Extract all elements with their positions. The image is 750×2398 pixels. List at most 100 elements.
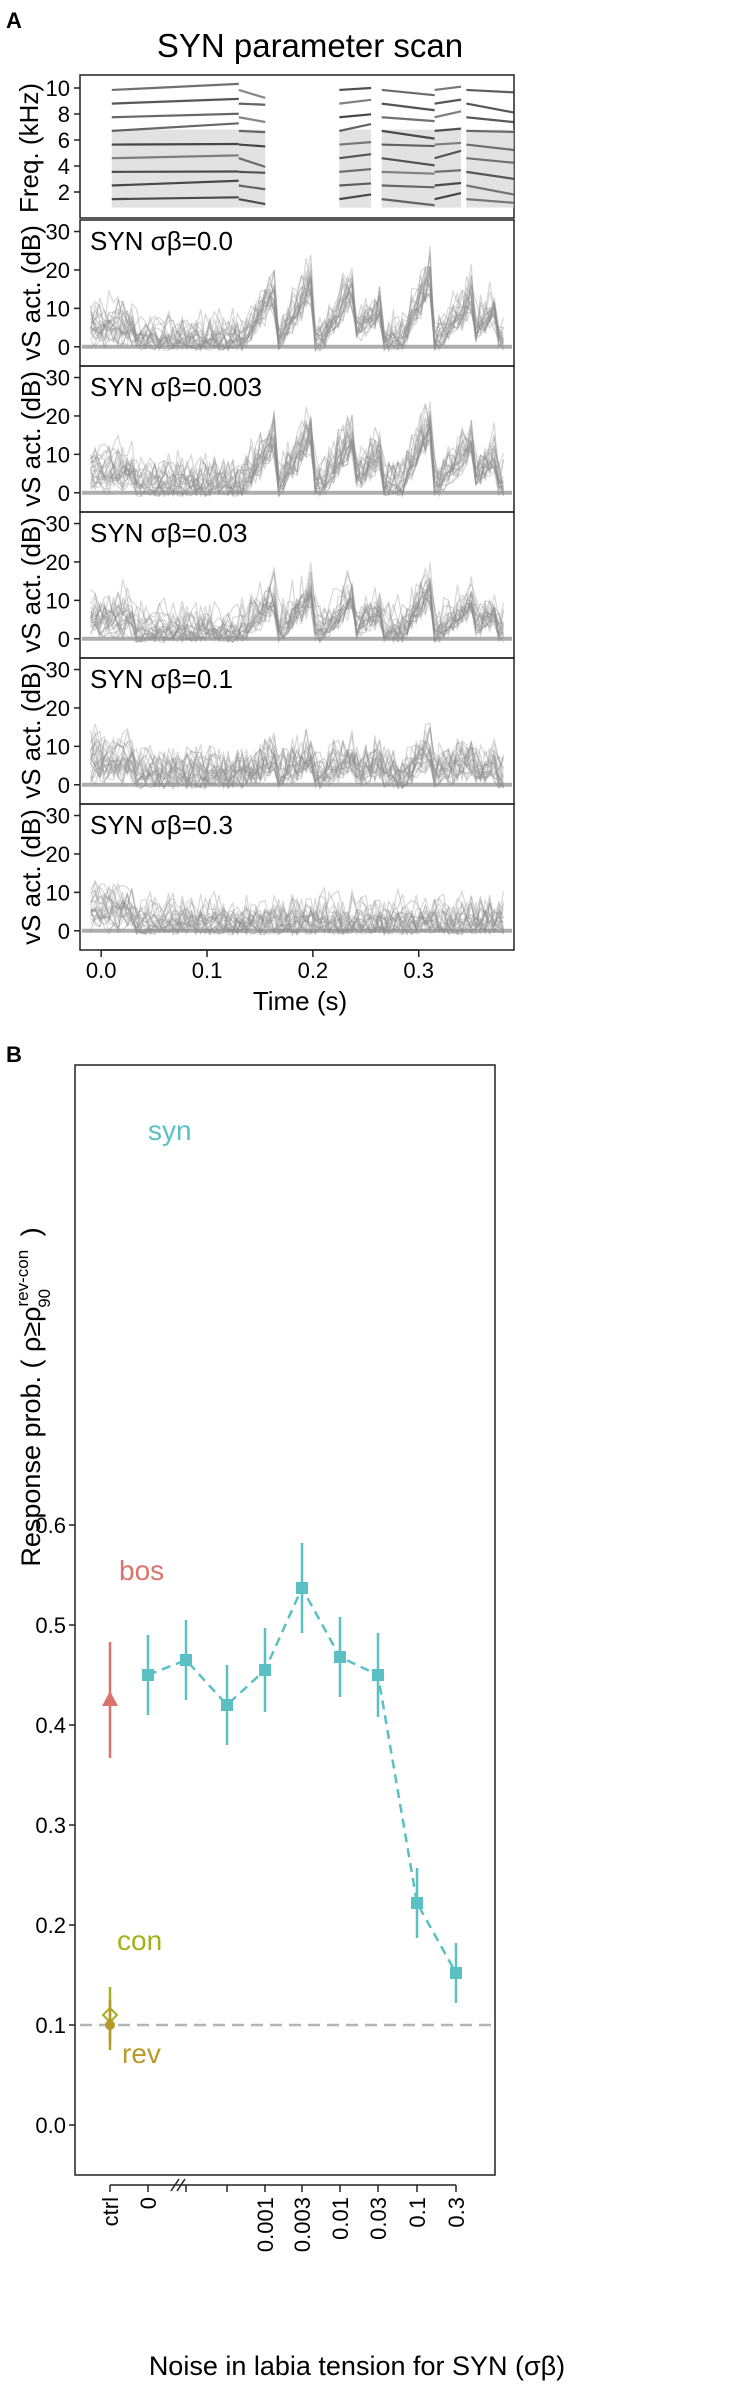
activity-trace	[90, 263, 504, 353]
syn-point	[142, 1669, 154, 1681]
harmonic-band	[434, 169, 462, 173]
time-tick-label: 0.1	[192, 958, 223, 983]
activity-trace	[90, 727, 504, 789]
b-xtick-label: 0.001	[253, 2197, 278, 2252]
spectrogram-ytick-label: 8	[58, 102, 70, 127]
activity-trace	[90, 269, 504, 351]
harmonic-band	[238, 116, 266, 124]
panel-a-title: SYN parameter scan	[157, 27, 463, 64]
activity-trace	[90, 738, 504, 789]
activity-trace	[90, 270, 504, 353]
syn-point	[259, 1664, 271, 1676]
activity-trace	[90, 577, 504, 643]
spectrogram-ytick-label: 2	[58, 180, 70, 205]
syn-point	[180, 1654, 192, 1666]
activity-trace	[90, 411, 504, 498]
b-xtick-label: 0.03	[366, 2197, 391, 2240]
harmonic-band	[111, 179, 239, 187]
activity-ytick-label: 30	[46, 658, 70, 683]
activity-trace	[90, 268, 504, 352]
activity-subplot-label: SYN σβ=0.1	[90, 664, 233, 694]
activity-trace	[90, 273, 504, 353]
activity-ylabel: vS act. (dB)	[16, 517, 46, 653]
time-tick-label: 0.3	[403, 958, 434, 983]
activity-trace	[90, 415, 504, 496]
spectrogram-ylabel: Freq. (kHz)	[14, 83, 44, 213]
activity-ylabel: vS act. (dB)	[16, 225, 46, 361]
b-ytick-label: 0.3	[35, 1813, 66, 1838]
syn-line	[147, 1585, 458, 1974]
activity-ytick-label: 20	[46, 550, 70, 575]
harmonic-band	[381, 198, 435, 207]
activity-trace	[90, 904, 504, 935]
activity-ytick-label: 0	[58, 627, 70, 652]
activity-trace	[90, 903, 504, 936]
activity-trace	[90, 726, 504, 790]
activity-trace	[90, 292, 504, 352]
syn-point	[334, 1651, 346, 1663]
activity-trace	[90, 884, 504, 936]
harmonic-band	[466, 116, 515, 124]
harmonic-band	[111, 142, 239, 146]
harmonic-band	[466, 170, 515, 180]
activity-ytick-label: 0	[58, 773, 70, 798]
b-xtick-label: 0.3	[444, 2197, 469, 2228]
activity-trace	[90, 594, 504, 644]
harmonic-band	[466, 88, 515, 94]
activity-trace	[90, 255, 504, 352]
b-axes: 0.0 0.1 0.2 0.3 0.4 0.5 0.6 ctrl 0 0.001 0.003 0.01…	[35, 1064, 496, 2252]
activity-trace	[90, 750, 504, 790]
activity-trace	[90, 276, 504, 351]
activity-trace	[90, 735, 504, 790]
activity-ytick-label: 20	[46, 258, 70, 283]
b-xtick-label: 0.003	[290, 2197, 315, 2252]
activity-trace	[90, 403, 504, 497]
harmonic-band	[381, 102, 435, 112]
bos-point	[102, 1691, 118, 1706]
activity-trace	[90, 424, 504, 498]
b-ytick-label: 0.4	[35, 1713, 66, 1738]
b-ytick-label: 0.0	[35, 2113, 66, 2138]
harmonic-band	[381, 116, 435, 123]
harmonic-band	[238, 157, 266, 168]
activity-subplot-label: SYN σβ=0.0	[90, 226, 233, 256]
harmonic-band	[381, 157, 435, 167]
time-tick-label: 0.0	[86, 958, 117, 983]
b-xtick-label: ctrl	[98, 2197, 123, 2226]
activity-trace	[90, 728, 504, 791]
harmonic-band	[434, 191, 462, 201]
spectrogram-ytick-label: 6	[58, 128, 70, 153]
harmonic-band	[111, 97, 239, 105]
harmonic-band	[381, 129, 435, 140]
activity-ytick-label: 10	[46, 588, 70, 613]
harmonic-band	[466, 184, 515, 196]
activity-ytick-label: 0	[58, 335, 70, 360]
activity-trace	[90, 881, 504, 936]
panel-b-ylabel: Response prob. ( ρ≥ρrev-con 90 )	[13, 1227, 54, 1566]
con-label: con	[117, 1925, 162, 1956]
harmonic-band	[339, 123, 372, 132]
activity-trace	[90, 739, 504, 790]
activity-trace	[90, 891, 504, 936]
b-ytick-label: 0.6	[35, 1513, 66, 1538]
syllable-block	[466, 129, 514, 208]
harmonic-band	[381, 184, 435, 189]
syn-point	[411, 1897, 423, 1909]
activity-ytick-label: 0	[58, 481, 70, 506]
activity-trace	[90, 892, 504, 936]
activity-trace	[90, 580, 504, 643]
activity-trace	[90, 736, 504, 790]
activity-trace	[90, 880, 504, 937]
harmonic-band	[381, 170, 435, 175]
harmonic-band	[434, 149, 462, 160]
harmonic-band	[339, 113, 372, 119]
harmonic-band	[434, 110, 462, 119]
harmonic-band	[339, 141, 372, 146]
harmonic-band	[339, 98, 372, 105]
syn-point	[450, 1967, 462, 1979]
activity-ytick-label: 30	[46, 512, 70, 537]
